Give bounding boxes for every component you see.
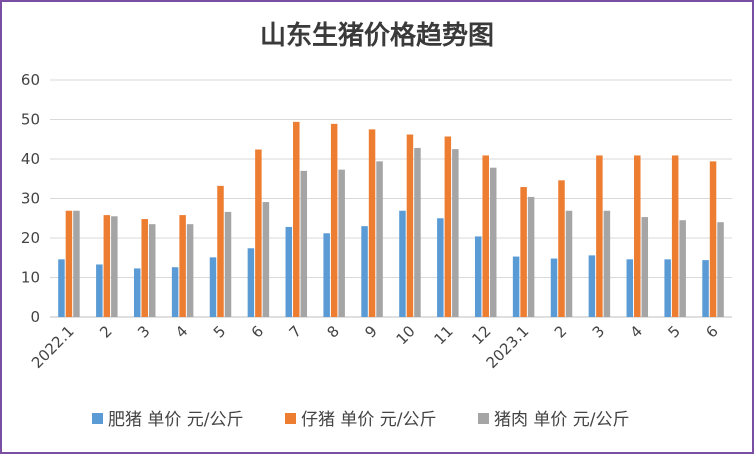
- x-tick-label: 11: [430, 322, 456, 348]
- bar-series-1: [588, 255, 596, 317]
- bar-series-2: [558, 180, 565, 317]
- legend-swatch: [478, 413, 489, 424]
- bar-series-2: [255, 149, 262, 317]
- x-tick-label: 6: [702, 322, 721, 341]
- x-tick-label: 9: [361, 322, 380, 341]
- bar-series-3: [414, 147, 421, 317]
- bar-series-1: [474, 236, 482, 317]
- y-tick-label: 50: [21, 111, 40, 129]
- bar-series-3: [300, 170, 308, 317]
- bar-series-1: [58, 259, 65, 317]
- bar-series-1: [209, 257, 217, 317]
- x-tick-label: 8: [324, 322, 343, 341]
- bar-series-2: [444, 136, 452, 317]
- bar-series-2: [368, 129, 376, 317]
- bar-series-2: [217, 185, 224, 317]
- y-tick-label: 40: [21, 150, 40, 168]
- bar-series-3: [376, 161, 383, 317]
- x-tick-label: 4: [627, 322, 646, 341]
- bar-series-2: [406, 134, 414, 317]
- bar-series-1: [133, 268, 141, 317]
- bar-series-2: [103, 215, 111, 317]
- x-tick-label: 10: [393, 322, 419, 348]
- bar-series-1: [512, 256, 520, 317]
- x-tick-label: 5: [210, 322, 229, 341]
- legend: 肥猪 单价 元/公斤 仔猪 单价 元/公斤 猪肉 单价 元/公斤: [92, 410, 630, 430]
- x-tick-label: 4: [172, 322, 191, 341]
- bar-series-2: [520, 187, 527, 317]
- bar-series-3: [565, 210, 573, 317]
- x-tick-label: 2: [551, 322, 570, 341]
- bar-series-1: [96, 264, 103, 317]
- bar-series-2: [596, 155, 603, 317]
- bar-series-2: [141, 219, 148, 317]
- bar-series-1: [171, 267, 179, 317]
- legend-swatch: [285, 413, 296, 424]
- bar-series-2: [293, 121, 300, 318]
- bar-series-1: [664, 259, 671, 317]
- bar-series-3: [224, 211, 232, 317]
- bar-series-1: [247, 248, 255, 317]
- bar-series-3: [452, 149, 459, 317]
- x-tick-label: 3: [589, 322, 608, 341]
- x-tick-label: 12: [468, 322, 494, 348]
- legend-label: 仔猪 单价 元/公斤: [301, 410, 437, 430]
- bar-series-2: [709, 161, 717, 317]
- bar-series-3: [111, 216, 118, 317]
- bar-series-3: [603, 210, 611, 317]
- bar-series-3: [527, 196, 535, 317]
- bar-series-2: [330, 123, 338, 317]
- y-tick-label: 0: [30, 308, 40, 326]
- bars: [58, 121, 724, 318]
- legend-label: 猪肉 单价 元/公斤: [494, 410, 630, 430]
- bar-series-2: [634, 155, 641, 317]
- bar-series-3: [717, 222, 724, 317]
- bar-series-3: [338, 169, 345, 317]
- bar-series-3: [73, 210, 80, 317]
- x-tick-label: 7: [286, 322, 305, 341]
- bar-series-1: [285, 226, 293, 317]
- x-tick-label: 5: [665, 322, 684, 341]
- bar-series-3: [186, 224, 194, 317]
- bar-series-1: [702, 260, 709, 317]
- y-tick-label: 20: [21, 229, 40, 247]
- gridlines: [50, 79, 732, 318]
- legend-label: 肥猪 单价 元/公斤: [108, 410, 244, 430]
- y-axis-ticks: 0 10 20 30 40 50 60: [21, 71, 40, 326]
- bar-series-2: [482, 155, 489, 317]
- y-tick-label: 30: [21, 190, 40, 208]
- bar-series-2: [671, 155, 679, 317]
- x-tick-label: 2: [96, 322, 115, 341]
- x-tick-label: 3: [134, 322, 153, 341]
- chart-title: 山东生猪价格趋势图: [260, 20, 494, 51]
- y-tick-label: 60: [21, 71, 40, 89]
- legend-swatch: [92, 413, 103, 424]
- bar-series-1: [626, 259, 634, 317]
- bar-series-1: [323, 233, 330, 317]
- bar-series-3: [679, 220, 686, 317]
- x-tick-label: 2022.1: [28, 322, 78, 372]
- bar-series-3: [489, 167, 497, 317]
- x-tick-label: 6: [248, 322, 267, 341]
- bar-series-2: [179, 215, 186, 317]
- bar-series-3: [262, 202, 270, 317]
- bar-series-1: [399, 210, 406, 317]
- bar-series-1: [361, 226, 368, 317]
- bar-series-3: [148, 224, 156, 317]
- x-tick-label: 2023.1: [483, 322, 533, 372]
- y-tick-label: 10: [21, 269, 40, 287]
- bar-series-1: [437, 218, 444, 317]
- bar-series-1: [550, 258, 558, 317]
- bar-series-3: [641, 217, 649, 317]
- bar-series-2: [65, 210, 73, 317]
